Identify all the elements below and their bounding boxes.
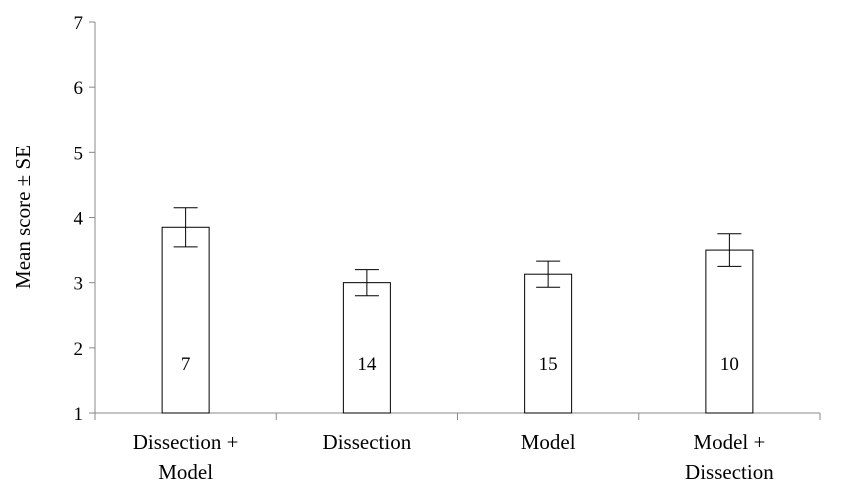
y-tick-label: 5 xyxy=(74,143,84,164)
y-tick-label: 7 xyxy=(74,13,84,34)
bar-count-label: 15 xyxy=(539,354,558,375)
x-category-label: Dissection + xyxy=(133,430,239,454)
bar-count-label: 10 xyxy=(720,354,739,375)
bar xyxy=(342,282,391,414)
y-tick-label: 1 xyxy=(74,404,84,425)
y-axis-label: Mean score ± SE xyxy=(11,145,35,289)
x-category-label: Model + xyxy=(693,430,765,454)
x-category-label: Model xyxy=(158,460,213,484)
x-axis: Dissection + Model Dissection Model Model + D… xyxy=(94,412,821,484)
bar xyxy=(705,249,754,414)
x-category-label: Dissection xyxy=(323,430,412,454)
bar-count-label: 7 xyxy=(181,354,191,375)
error-bar xyxy=(354,269,379,297)
bars: 7 14 15 10 xyxy=(161,207,754,414)
y-tick-label: 6 xyxy=(74,78,84,99)
y-axis: 1 2 3 4 5 6 7 xyxy=(74,13,96,425)
y-tick-label: 2 xyxy=(74,339,84,360)
error-bar xyxy=(536,260,561,288)
x-category-label: Dissection xyxy=(685,460,774,484)
x-category-label: Model xyxy=(521,430,576,454)
bar xyxy=(524,273,573,414)
error-bar xyxy=(173,207,198,248)
error-bar xyxy=(717,233,742,267)
y-tick-label: 4 xyxy=(74,209,84,230)
bar-count-label: 14 xyxy=(357,354,377,375)
y-tick-label: 3 xyxy=(74,274,84,295)
bar xyxy=(161,226,210,414)
